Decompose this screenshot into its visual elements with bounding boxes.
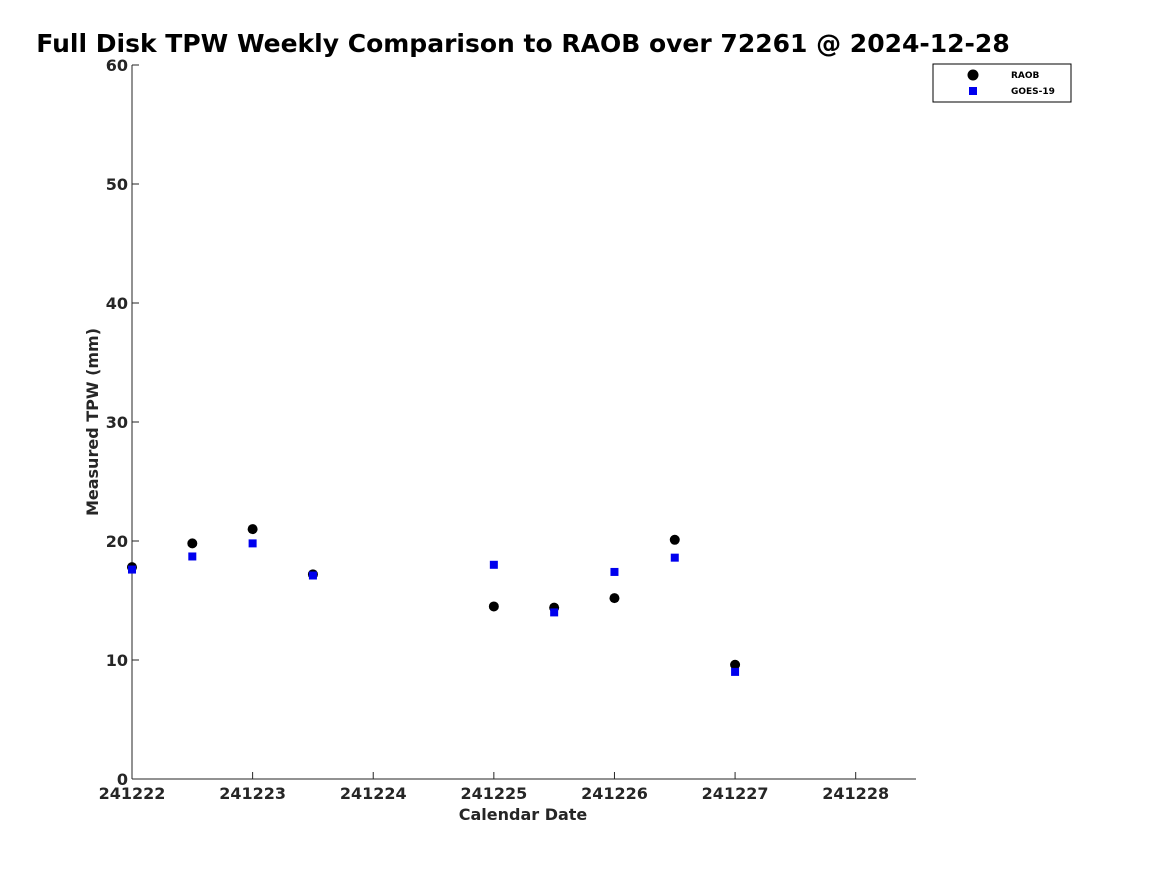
point-raob	[730, 659, 741, 670]
point-raob	[488, 601, 499, 612]
legend-box	[932, 63, 1072, 103]
legend-goes-label: GOES-19	[1011, 87, 1055, 97]
legend-raob-marker	[967, 69, 979, 81]
y-axis-label: Measured TPW (mm)	[83, 328, 102, 516]
x-tick-label: 241228	[822, 784, 889, 803]
y-ticks: 0 10 20 30 40 50 60	[106, 56, 139, 789]
legend-raob-label: RAOB	[1011, 71, 1040, 81]
point-goes-19	[731, 667, 740, 676]
point-goes-19	[128, 565, 136, 574]
x-axis-label: Calendar Date	[459, 805, 588, 824]
point-raob	[187, 538, 198, 549]
y-tick-label: 60	[106, 56, 128, 75]
chart-title: Full Disk TPW Weekly Comparison to RAOB …	[36, 29, 1009, 58]
legend: RAOB GOES-19	[932, 63, 1072, 103]
y-tick-label: 10	[106, 651, 128, 670]
point-goes-19	[188, 552, 197, 561]
x-ticks: 241222 241223 241224 241225 241226 241227 2412…	[99, 772, 889, 803]
data-points	[127, 524, 741, 676]
point-goes-19	[670, 553, 679, 562]
legend-goes-marker	[969, 87, 977, 95]
point-goes-19	[489, 560, 498, 569]
x-tick-label: 241225	[460, 784, 527, 803]
x-tick-label: 241227	[702, 784, 769, 803]
point-goes-19	[610, 567, 619, 576]
x-tick-label: 241223	[219, 784, 286, 803]
x-tick-label: 241226	[581, 784, 648, 803]
y-tick-label: 30	[106, 413, 128, 432]
y-tick-label: 40	[106, 294, 128, 313]
point-raob	[247, 524, 258, 535]
y-tick-label: 0	[117, 770, 128, 789]
point-goes-19	[308, 571, 317, 580]
y-tick-label: 20	[106, 532, 128, 551]
x-tick-label: 241224	[340, 784, 407, 803]
point-raob	[609, 593, 620, 604]
x-tick-label: 241222	[99, 784, 166, 803]
point-goes-19	[550, 608, 559, 617]
point-raob	[669, 534, 680, 545]
point-goes-19	[248, 539, 257, 548]
y-tick-label: 50	[106, 175, 128, 194]
